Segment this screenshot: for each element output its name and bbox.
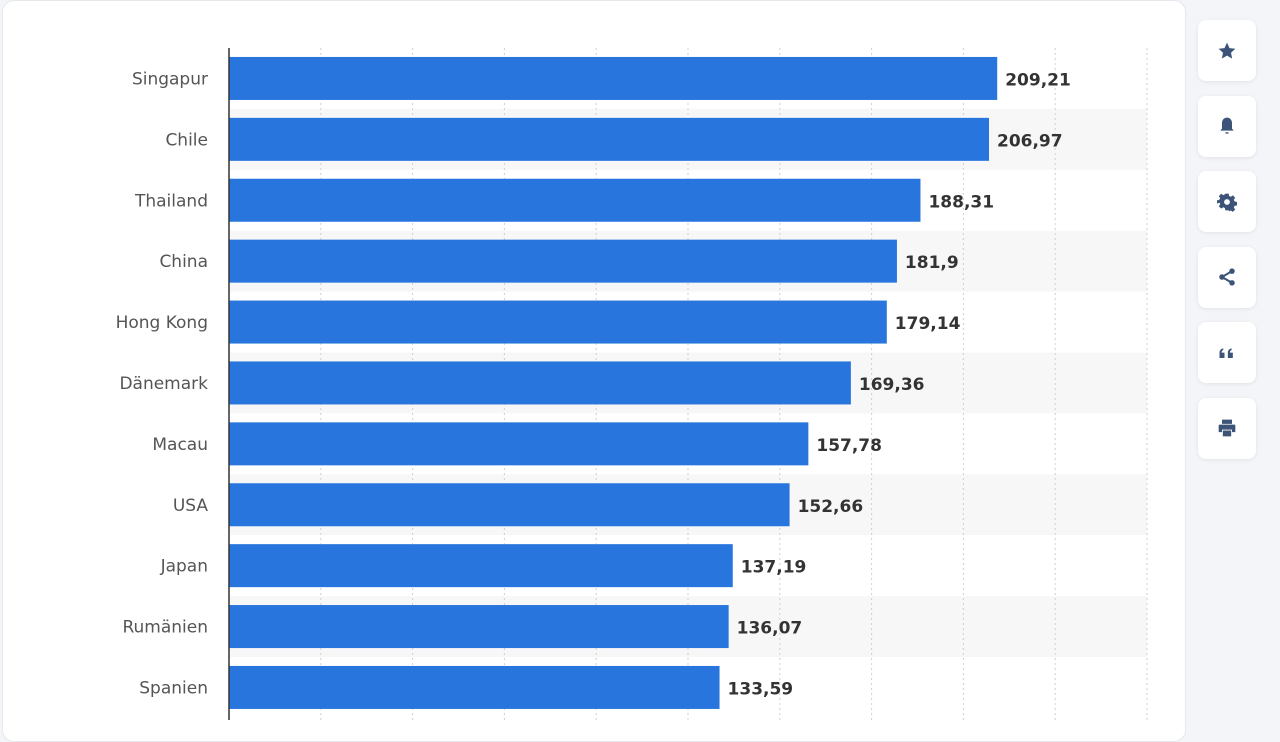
data-label: 157,78 xyxy=(816,436,882,456)
category-label: China xyxy=(159,252,208,272)
data-label: 179,14 xyxy=(895,314,961,334)
data-label: 169,36 xyxy=(859,375,925,395)
data-label: 152,66 xyxy=(798,497,864,517)
bar xyxy=(229,422,809,466)
data-label: 181,9 xyxy=(905,253,959,273)
bar-chart: Singapur 209,21 Chile 206,97 Thailand 188,31 C… xyxy=(116,48,1148,720)
category-label: Chile xyxy=(165,130,208,150)
data-label: 209,21 xyxy=(1005,70,1071,90)
category-label: Macau xyxy=(152,435,208,455)
bar xyxy=(229,605,729,649)
gear-icon xyxy=(1217,193,1237,212)
print-icon xyxy=(1218,420,1236,437)
cite-button[interactable] xyxy=(1198,322,1256,384)
bell-icon xyxy=(1220,117,1234,134)
category-label: Singapur xyxy=(132,69,208,89)
action-sidebar xyxy=(1198,20,1256,474)
category-label: Spanien xyxy=(139,678,208,698)
bar xyxy=(229,361,851,405)
category-label: Dänemark xyxy=(119,374,208,394)
favorite-button[interactable] xyxy=(1198,20,1256,81)
category-label: Japan xyxy=(160,557,208,577)
bar xyxy=(229,239,897,283)
settings-button[interactable] xyxy=(1198,171,1256,233)
data-label: 206,97 xyxy=(997,131,1063,151)
bar xyxy=(229,117,989,161)
notification-button[interactable] xyxy=(1198,95,1256,157)
bar xyxy=(229,178,921,222)
data-label: 133,59 xyxy=(728,679,794,699)
quote-icon xyxy=(1219,348,1233,358)
category-label: USA xyxy=(173,496,209,516)
star-icon xyxy=(1218,42,1236,59)
bar xyxy=(229,56,998,100)
bar xyxy=(229,665,720,709)
data-label: 136,07 xyxy=(737,619,803,639)
data-label: 137,19 xyxy=(741,558,807,578)
category-label: Hong Kong xyxy=(116,313,208,333)
bar xyxy=(229,483,790,527)
share-button[interactable] xyxy=(1198,246,1256,308)
data-label: 188,31 xyxy=(928,192,994,212)
category-label: Rumänien xyxy=(122,618,208,638)
bar xyxy=(229,544,733,588)
share-icon xyxy=(1219,268,1235,286)
print-button[interactable] xyxy=(1198,397,1256,459)
bar xyxy=(229,300,887,344)
category-label: Thailand xyxy=(134,191,208,211)
